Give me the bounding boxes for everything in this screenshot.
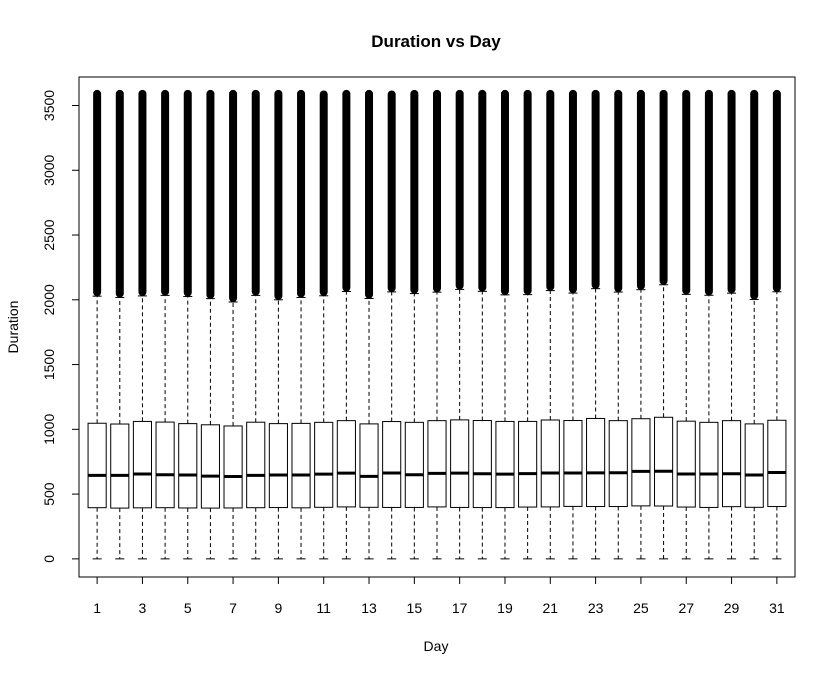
box-day-1	[87, 295, 107, 560]
iqr-box	[268, 423, 288, 509]
iqr-box	[744, 423, 764, 508]
iqr-box	[132, 420, 153, 509]
x-tick-label: 29	[724, 600, 740, 616]
iqr-box	[291, 422, 311, 509]
outlier-layer	[93, 89, 781, 303]
y-tick-label: 1000	[41, 414, 57, 445]
iqr-box	[472, 420, 492, 509]
box-day-10	[291, 296, 311, 560]
x-tick-label: 1	[93, 600, 101, 616]
iqr-box	[586, 417, 606, 508]
box-day-11	[314, 295, 334, 560]
box-day-31	[767, 291, 787, 560]
x-tick-label: 25	[633, 600, 649, 616]
x-tick-label: 27	[678, 600, 694, 616]
box-day-12	[336, 291, 356, 560]
box-day-25	[631, 289, 651, 560]
box-day-17	[450, 288, 470, 560]
iqr-box	[87, 422, 107, 509]
iqr-box	[631, 418, 651, 507]
y-tick-label: 3000	[41, 154, 57, 185]
box-day-6	[200, 298, 220, 560]
iqr-box	[654, 416, 674, 507]
box-day-29	[721, 292, 742, 560]
iqr-box	[518, 420, 538, 508]
y-tick-label: 1500	[41, 349, 57, 380]
iqr-box	[178, 423, 198, 509]
iqr-box	[404, 421, 424, 508]
x-tick-label: 23	[588, 600, 604, 616]
iqr-box	[540, 419, 560, 508]
box-day-26	[654, 284, 674, 560]
chart-title: Duration vs Day	[371, 32, 501, 51]
x-tick-label: 21	[543, 600, 559, 616]
box-day-4	[155, 294, 175, 560]
x-tick-label: 17	[452, 600, 468, 616]
iqr-box	[563, 420, 583, 507]
y-axis-label: Duration	[5, 301, 21, 354]
iqr-box	[200, 424, 220, 509]
box-day-14	[382, 291, 402, 560]
box-layer	[87, 284, 787, 560]
box-day-28	[699, 294, 719, 560]
x-tick-label: 9	[274, 600, 282, 616]
x-axis-label: Day	[424, 638, 449, 654]
box-day-23	[586, 288, 606, 560]
iqr-box	[223, 425, 243, 509]
iqr-box	[608, 420, 628, 508]
iqr-box	[314, 421, 334, 508]
box-day-20	[518, 294, 538, 560]
y-tick-label: 0	[41, 555, 57, 563]
x-tick-label: 7	[229, 600, 237, 616]
x-tick-label: 5	[184, 600, 192, 616]
iqr-box	[721, 420, 742, 508]
iqr-box	[767, 419, 787, 508]
x-tick-label: 11	[316, 600, 331, 616]
iqr-box	[495, 420, 515, 509]
box-day-13	[359, 298, 379, 560]
y-tick-label: 500	[41, 482, 57, 506]
x-tick-label: 15	[407, 600, 423, 616]
box-day-24	[608, 291, 628, 560]
box-day-9	[268, 299, 288, 560]
box-day-16	[427, 291, 447, 560]
box-day-8	[246, 294, 266, 560]
box-day-3	[132, 295, 153, 560]
x-tick-label: 3	[139, 600, 147, 616]
box-day-22	[563, 292, 583, 560]
x-tick-label: 31	[769, 600, 785, 616]
y-tick-label: 2000	[41, 284, 57, 315]
iqr-box	[336, 420, 356, 508]
iqr-box	[699, 421, 719, 508]
box-day-2	[110, 296, 130, 560]
y-tick-label: 3500	[41, 90, 57, 121]
box-day-19	[495, 294, 515, 560]
y-axis: 0 500 1000 1500 2000 2500 3000 3500	[41, 90, 80, 563]
x-axis: 1 3 5 7 9 11 13 15 17 19 21 23 25 27 29 31	[93, 576, 785, 616]
box-day-21	[540, 290, 560, 560]
x-tick-label: 19	[497, 600, 513, 616]
iqr-box	[246, 421, 266, 509]
y-tick-label: 2500	[41, 219, 57, 250]
x-tick-label: 13	[361, 600, 377, 616]
box-day-30	[744, 299, 764, 560]
box-day-5	[178, 296, 198, 560]
iqr-box	[359, 423, 379, 508]
iqr-box	[382, 421, 402, 508]
box-day-15	[404, 293, 424, 560]
box-day-27	[676, 293, 696, 560]
iqr-box	[110, 423, 130, 509]
iqr-box	[676, 420, 696, 508]
box-day-7	[223, 301, 243, 560]
box-day-18	[472, 290, 492, 560]
iqr-box	[450, 419, 470, 508]
iqr-box	[427, 420, 447, 508]
iqr-box	[155, 421, 175, 509]
